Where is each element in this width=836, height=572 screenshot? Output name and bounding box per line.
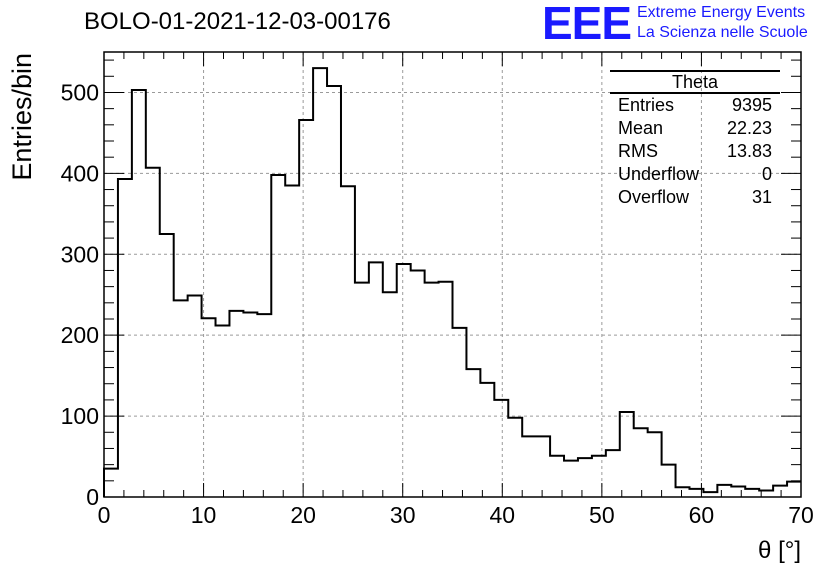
- stats-row: Entries 9395: [610, 94, 778, 117]
- x-tick-label: 40: [489, 502, 515, 528]
- x-axis-label: θ [°]: [758, 537, 801, 564]
- stats-label: Overflow: [618, 187, 690, 207]
- y-tick-label: 0: [86, 484, 99, 510]
- histogram-series: [103, 67, 801, 497]
- y-tick-label: 400: [61, 160, 99, 186]
- x-tick-label: 30: [390, 502, 416, 528]
- y-tick-label: 100: [61, 403, 99, 429]
- stats-label: Mean: [618, 118, 664, 138]
- stats-value: 0: [761, 164, 772, 184]
- stats-row: Mean 22.23: [610, 117, 778, 140]
- chart-title: BOLO-01-2021-12-03-00176: [84, 8, 391, 35]
- stats-label: Entries: [618, 95, 675, 115]
- logo-caption-line-1: Extreme Energy Events: [637, 4, 806, 21]
- x-tick-label: 50: [589, 502, 615, 528]
- stats-title: Theta: [610, 70, 780, 94]
- y-axis-label: Entries/bin: [7, 53, 37, 181]
- eee-logo: EEE: [542, 0, 632, 49]
- stats-label: RMS: [618, 141, 658, 161]
- x-tick-label: 70: [788, 502, 814, 528]
- logo-caption: Extreme Energy Events La Scienza nelle S…: [637, 3, 808, 43]
- stats-row: RMS 13.83: [610, 140, 778, 163]
- logo-caption-line-2: La Scienza nelle Scuole: [637, 24, 808, 41]
- stats-label: Underflow: [618, 164, 700, 184]
- plot-frame: [103, 51, 802, 498]
- stats-row: Underflow 0: [610, 163, 778, 186]
- x-tick-label: 10: [191, 502, 217, 528]
- y-tick-label: 300: [61, 241, 99, 267]
- stats-value: 13.83: [726, 141, 772, 161]
- x-tick-label: 0: [98, 502, 111, 528]
- stats-row: Overflow 31: [610, 186, 778, 209]
- stats-value: 22.23: [726, 118, 772, 138]
- x-tick-label: 60: [689, 502, 715, 528]
- stats-value: 31: [751, 187, 772, 207]
- stats-box: Theta Entries 9395 Mean 22.23 RMS 13.83 Und…: [610, 70, 780, 209]
- y-tick-label: 200: [61, 322, 99, 348]
- y-tick-label: 500: [61, 79, 99, 105]
- stats-value: 9395: [731, 95, 772, 115]
- x-tick-label: 20: [290, 502, 316, 528]
